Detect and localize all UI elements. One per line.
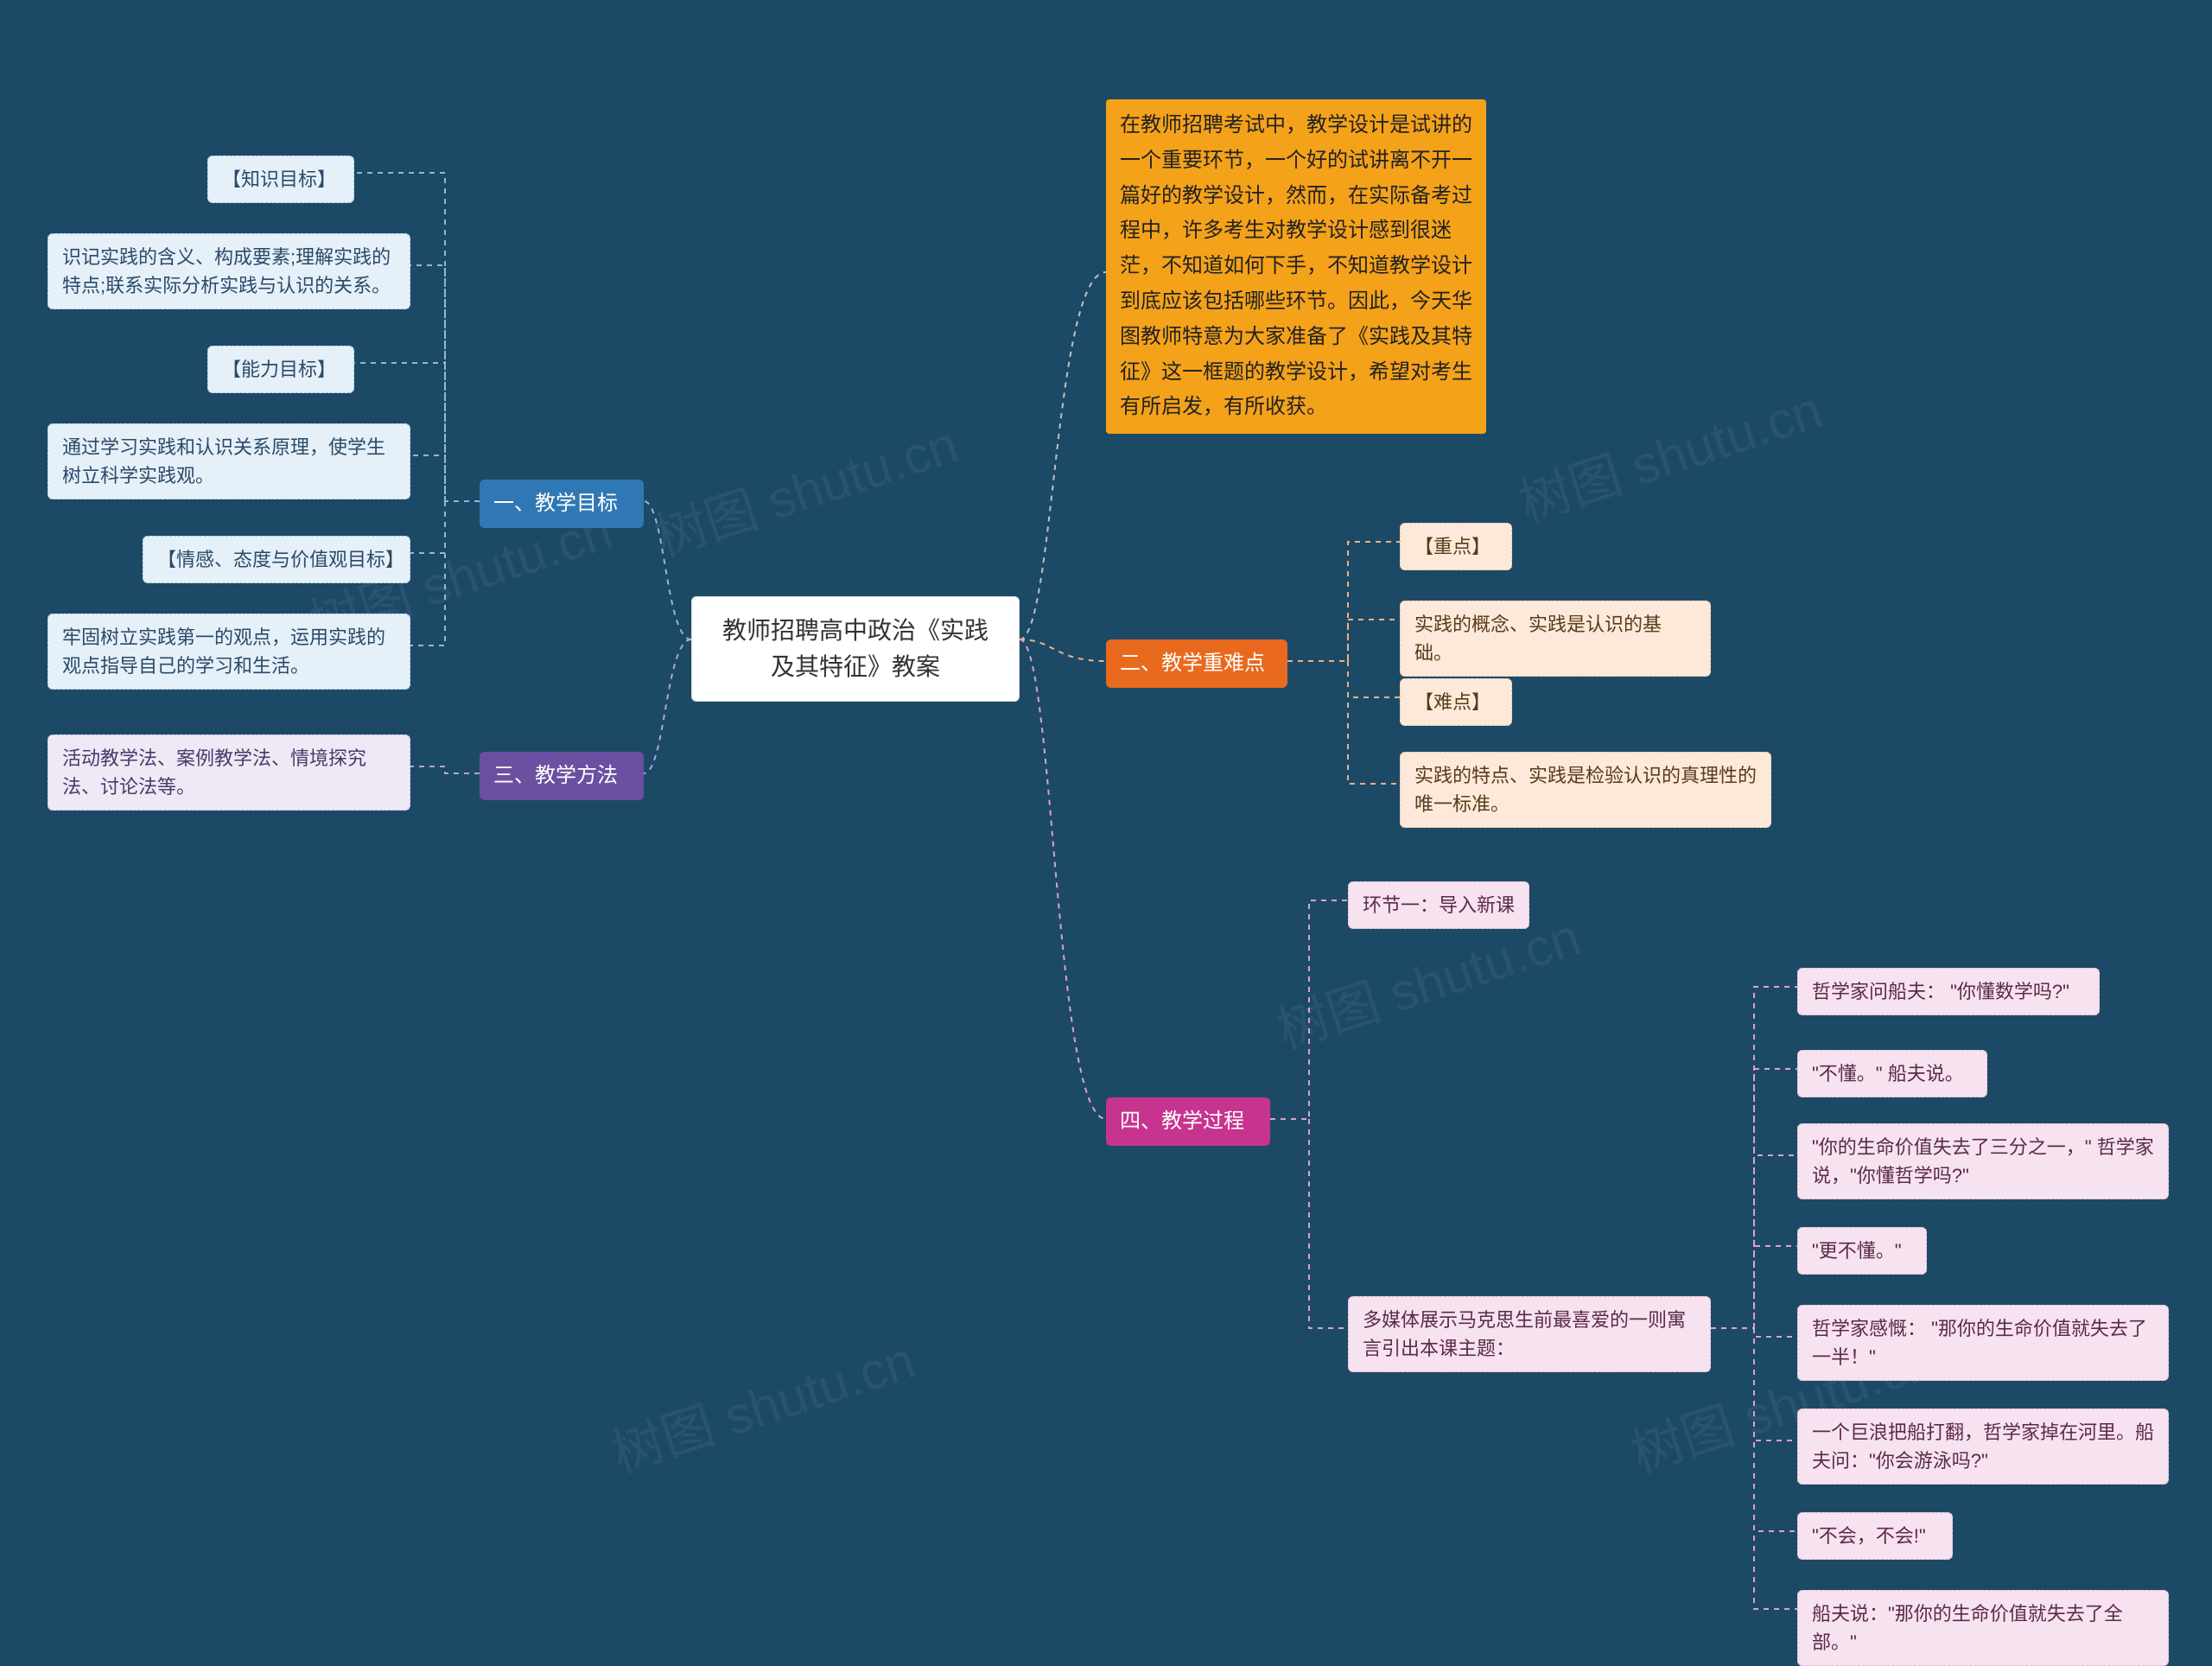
fable-line-3: "更不懂。" — [1797, 1227, 1927, 1275]
fable-line-1: "不懂。" 船夫说。 — [1797, 1050, 1987, 1097]
branch-goals: 一、教学目标 — [480, 480, 644, 528]
watermark-1: 树图 shutu.cn — [644, 403, 966, 571]
fable-line-6: "不会，不会!" — [1797, 1512, 1953, 1560]
intro-box: 在教师招聘考试中，教学设计是试讲的一个重要环节，一个好的试讲离不开一篇好的教学设… — [1106, 99, 1486, 434]
watermark-4: 树图 shutu.cn — [601, 1319, 923, 1487]
goals-leaf-4: 【情感、态度与价值观目标】 — [143, 536, 410, 583]
fable-line-0: 哲学家问船夫： "你懂数学吗?" — [1797, 968, 2100, 1015]
methods-leaf-0: 活动教学法、案例教学法、情境探究法、讨论法等。 — [48, 734, 410, 811]
watermark-2: 树图 shutu.cn — [1508, 368, 1830, 537]
goals-leaf-3: 通过学习实践和认识关系原理，使学生树立科学实践观。 — [48, 423, 410, 499]
branch-keypoints: 二、教学重难点 — [1106, 639, 1287, 688]
fable-intro: 多媒体展示马克思生前最喜爱的一则寓言引出本课主题： — [1348, 1296, 1711, 1372]
keypoints-leaf-3: 实践的特点、实践是检验认识的真理性的唯一标准。 — [1400, 752, 1771, 828]
fable-line-7: 船夫说："那你的生命价值就失去了全部。" — [1797, 1590, 2169, 1666]
fable-line-2: "你的生命价值失去了三分之一，" 哲学家说，"你懂哲学吗?" — [1797, 1123, 2169, 1199]
process-sublabel: 环节一：导入新课 — [1348, 881, 1529, 929]
goals-leaf-5: 牢固树立实践第一的观点，运用实践的观点指导自己的学习和生活。 — [48, 614, 410, 690]
goals-leaf-0: 【知识目标】 — [207, 156, 354, 203]
keypoints-leaf-1: 实践的概念、实践是认识的基础。 — [1400, 601, 1711, 677]
goals-leaf-2: 【能力目标】 — [207, 346, 354, 393]
fable-line-4: 哲学家感慨： "那你的生命价值就失去了一半！" — [1797, 1305, 2169, 1381]
root-node: 教师招聘高中政治《实践及其特征》教案 — [691, 596, 1020, 702]
keypoints-leaf-2: 【难点】 — [1400, 678, 1512, 726]
fable-line-5: 一个巨浪把船打翻，哲学家掉在河里。船夫问："你会游泳吗?" — [1797, 1408, 2169, 1485]
keypoints-leaf-0: 【重点】 — [1400, 523, 1512, 570]
branch-process: 四、教学过程 — [1106, 1097, 1270, 1146]
branch-methods: 三、教学方法 — [480, 752, 644, 800]
goals-leaf-1: 识记实践的含义、构成要素;理解实践的特点;联系实际分析实践与认识的关系。 — [48, 233, 410, 309]
